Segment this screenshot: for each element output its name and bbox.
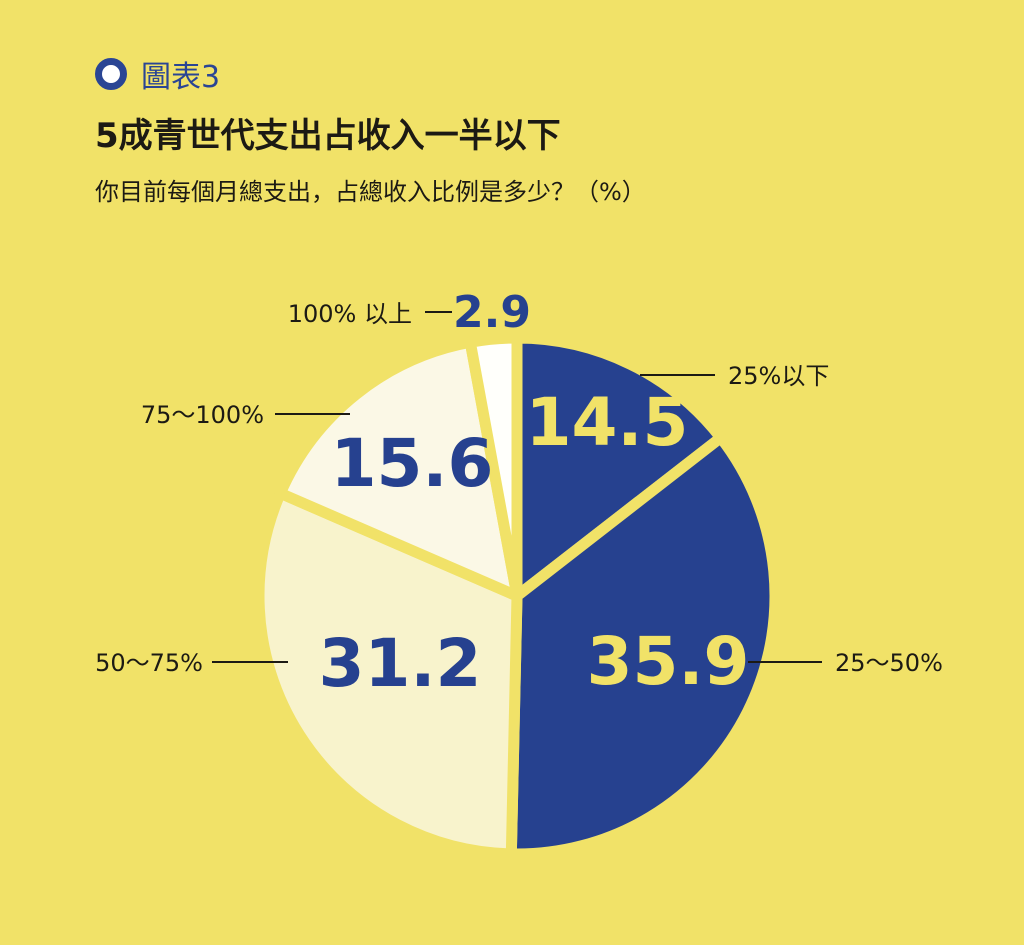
pie-slice (511, 332, 727, 602)
value-label: 14.5 (526, 384, 689, 461)
pie-slice (505, 432, 781, 860)
category-label: 75～100% (141, 401, 264, 429)
category-label: 100% 以上 (288, 300, 412, 328)
pie-slice (464, 332, 523, 602)
value-label: 35.9 (587, 623, 750, 700)
chart-title: 5成青世代支出占收入一半以下 (95, 116, 561, 156)
category-label: 50～75% (95, 649, 203, 677)
pie-slice (253, 487, 523, 860)
figure-number: 圖表3 (141, 60, 221, 95)
value-label: 31.2 (319, 625, 482, 702)
category-label: 25%以下 (728, 362, 829, 390)
figure-badge: 圖表3 (95, 52, 220, 96)
chart-subtitle: 你目前每個月總支出，占總收入比例是多少？（%） (95, 178, 646, 206)
value-label: 2.9 (453, 287, 531, 338)
category-label: 25～50% (835, 649, 943, 677)
circle-icon (95, 58, 127, 90)
value-label: 15.6 (331, 425, 494, 502)
pie-slice (274, 336, 523, 602)
